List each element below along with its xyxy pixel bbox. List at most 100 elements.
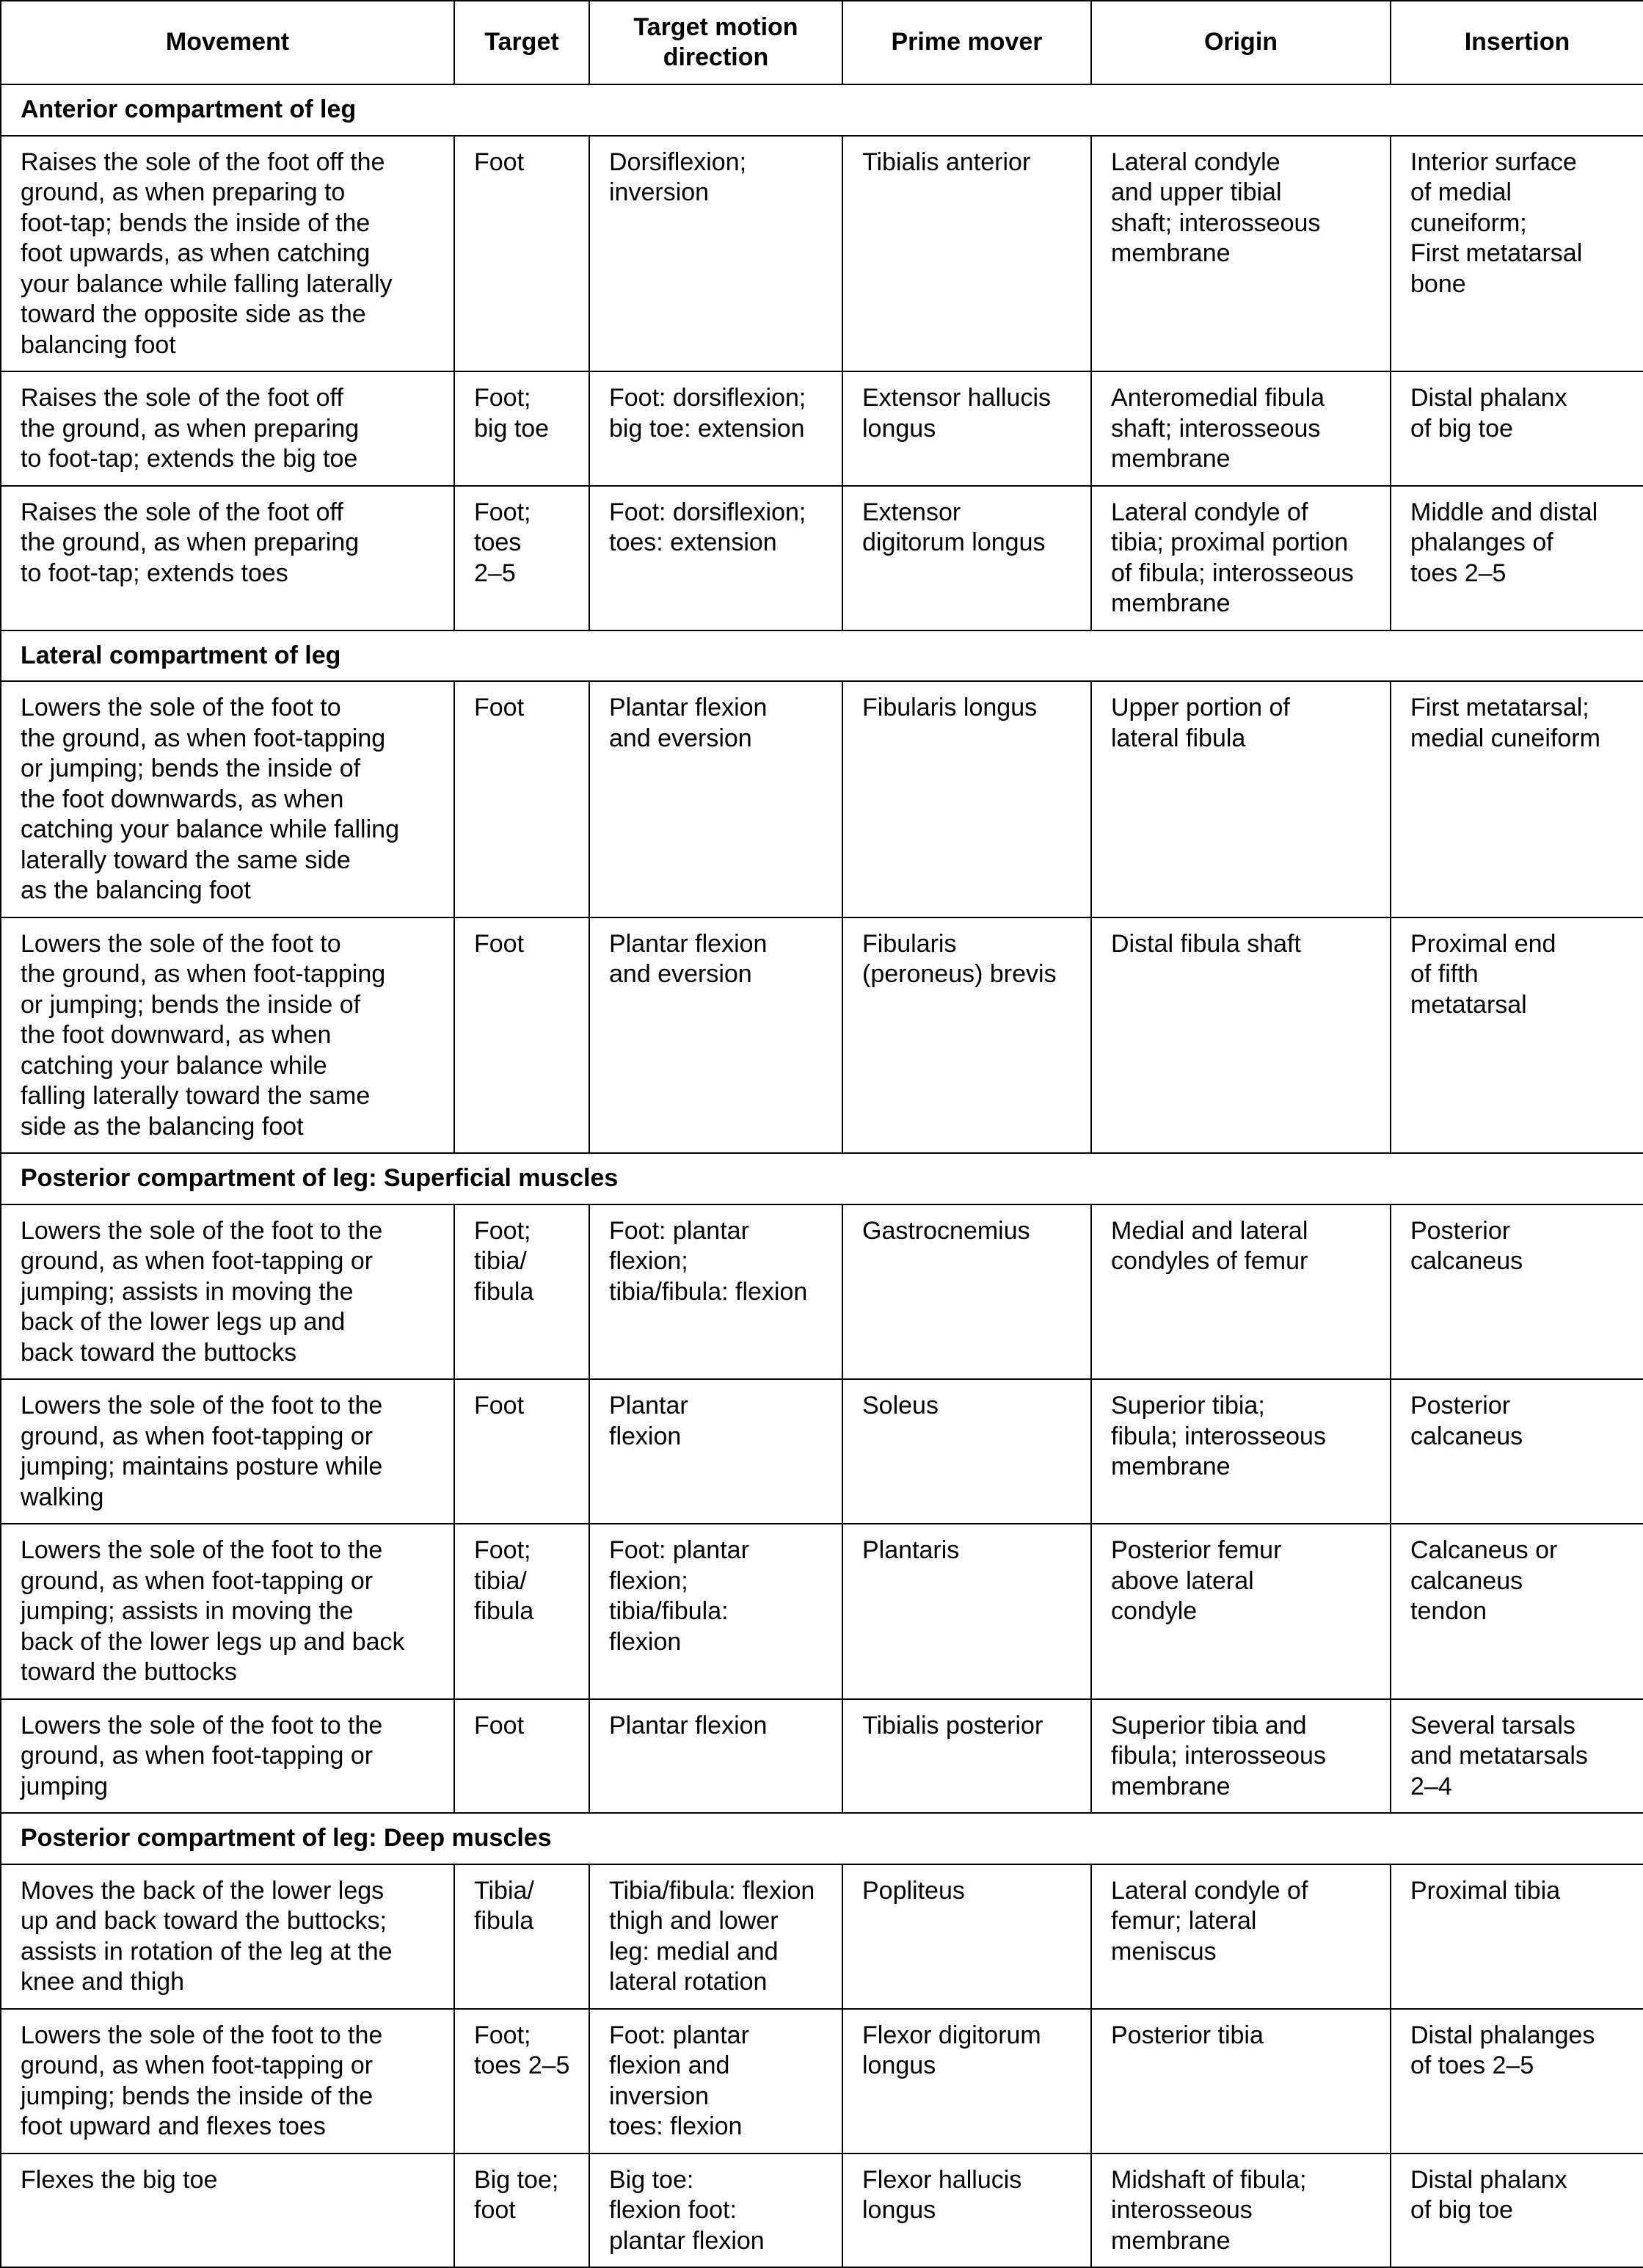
cell-movement: Lowers the sole of the foot to the groun…	[0, 1698, 455, 1814]
section-title: Lateral compartment of leg	[0, 629, 1643, 682]
section-title: Posterior compartment of leg: Superficia…	[0, 1152, 1643, 1205]
cell-target-motion-direction: Big toe: flexion foot: plantar flexion	[589, 2152, 843, 2268]
cell-target: Foot; tibia/ fibula	[453, 1203, 590, 1380]
cell-insertion: Posterior calcaneus	[1390, 1203, 1643, 1380]
cell-target-motion-direction: Foot: dorsiflexion; big toe: extension	[589, 371, 843, 487]
table-row: Lowers the sole of the foot to the groun…	[0, 680, 1643, 918]
cell-insertion: Distal phalanx of big toe	[1390, 371, 1643, 487]
cell-prime-mover: Fibularis (peroneus) brevis	[842, 916, 1092, 1154]
cell-origin: Anteromedial fibula shaft; interosseous …	[1090, 371, 1391, 487]
cell-prime-mover: Gastrocnemius	[842, 1203, 1092, 1380]
cell-target-motion-direction: Foot: plantar flexion; tibia/fibula: fle…	[589, 1523, 843, 1700]
cell-movement: Lowers the sole of the foot to the groun…	[0, 916, 455, 1154]
cell-target: Foot; tibia/ fibula	[453, 1523, 590, 1700]
cell-insertion: Proximal tibia	[1390, 1863, 1643, 2010]
cell-insertion: Interior surface of medial cuneiform; Fi…	[1390, 134, 1643, 372]
cell-target-motion-direction: Plantar flexion	[589, 1698, 843, 1814]
cell-movement: Raises the sole of the foot off the grou…	[0, 371, 455, 487]
cell-origin: Lateral condyle and upper tibial shaft; …	[1090, 134, 1391, 372]
cell-insertion: Distal phalanx of big toe	[1390, 2152, 1643, 2268]
cell-target-motion-direction: Tibia/fibula: flexion thigh and lower le…	[589, 1863, 843, 2010]
cell-movement: Raises the sole of the foot off the grou…	[0, 134, 455, 372]
cell-origin: Superior tibia; fibula; interosseous mem…	[1090, 1378, 1391, 1524]
cell-origin: Lateral condyle of tibia; proximal porti…	[1090, 484, 1391, 631]
cell-movement: Lowers the sole of the foot to the groun…	[0, 680, 455, 918]
cell-target: Tibia/ fibula	[453, 1863, 590, 2010]
table-row: Lowers the sole of the foot to the groun…	[0, 2007, 1643, 2154]
cell-target: Big toe; foot	[453, 2152, 590, 2268]
column-header-target-motion-direction: Target motion direction	[589, 0, 843, 85]
cell-target: Foot	[453, 680, 590, 918]
cell-target: Foot	[453, 1698, 590, 1814]
table-row: Lowers the sole of the foot to the groun…	[0, 916, 1643, 1154]
cell-prime-mover: Flexor hallucis longus	[842, 2152, 1092, 2268]
cell-target-motion-direction: Foot: plantar flexion; tibia/fibula: fle…	[589, 1203, 843, 1380]
table-row: Moves the back of the lower legs up and …	[0, 1863, 1643, 2010]
cell-movement: Lowers the sole of the foot to the groun…	[0, 1378, 455, 1524]
cell-target-motion-direction: Foot: dorsiflexion; toes: extension	[589, 484, 843, 631]
cell-movement: Lowers the sole of the foot to the groun…	[0, 1523, 455, 1700]
cell-target: Foot; toes 2–5	[453, 484, 590, 631]
section-row: Posterior compartment of leg: Superficia…	[0, 1152, 1643, 1205]
section-title: Posterior compartment of leg: Deep muscl…	[0, 1812, 1643, 1865]
cell-prime-mover: Popliteus	[842, 1863, 1092, 2010]
header-row: Movement Target Target motion direction Pri…	[0, 0, 1643, 85]
cell-target-motion-direction: Dorsiflexion; inversion	[589, 134, 843, 372]
cell-prime-mover: Fibularis longus	[842, 680, 1092, 918]
cell-target: Foot	[453, 1378, 590, 1524]
table-row: Raises the sole of the foot off the grou…	[0, 484, 1643, 631]
cell-origin: Midshaft of fibula; interosseous membran…	[1090, 2152, 1391, 2268]
section-row: Lateral compartment of leg	[0, 629, 1643, 682]
cell-origin: Medial and lateral condyles of femur	[1090, 1203, 1391, 1380]
cell-target-motion-direction: Plantar flexion and eversion	[589, 680, 843, 918]
section-row: Posterior compartment of leg: Deep muscl…	[0, 1812, 1643, 1865]
cell-target: Foot; big toe	[453, 371, 590, 487]
table-row: Flexes the big toe Big toe; foot Big toe: …	[0, 2152, 1643, 2268]
cell-origin: Posterior tibia	[1090, 2007, 1391, 2154]
cell-movement: Lowers the sole of the foot to the groun…	[0, 1203, 455, 1380]
cell-target: Foot; toes 2–5	[453, 2007, 590, 2154]
cell-insertion: Several tarsals and metatarsals 2–4	[1390, 1698, 1643, 1814]
cell-prime-mover: Tibialis anterior	[842, 134, 1092, 372]
table-row: Lowers the sole of the foot to the groun…	[0, 1523, 1643, 1700]
column-header-origin: Origin	[1090, 0, 1391, 85]
cell-movement: Flexes the big toe	[0, 2152, 455, 2268]
cell-insertion: Middle and distal phalanges of toes 2–5	[1390, 484, 1643, 631]
table-row: Raises the sole of the foot off the grou…	[0, 371, 1643, 487]
cell-target-motion-direction: Foot: plantar flexion and inversion toes…	[589, 2007, 843, 2154]
table-row: Lowers the sole of the foot to the groun…	[0, 1698, 1643, 1814]
column-header-insertion: Insertion	[1390, 0, 1643, 85]
cell-prime-mover: Plantaris	[842, 1523, 1092, 1700]
column-header-movement: Movement	[0, 0, 455, 85]
cell-prime-mover: Extensor hallucis longus	[842, 371, 1092, 487]
section-title: Anterior compartment of leg	[0, 84, 1643, 137]
table-row: Raises the sole of the foot off the grou…	[0, 134, 1643, 372]
cell-origin: Upper portion of lateral fibula	[1090, 680, 1391, 918]
cell-origin: Superior tibia and fibula; interosseous …	[1090, 1698, 1391, 1814]
cell-prime-mover: Tibialis posterior	[842, 1698, 1092, 1814]
section-row: Anterior compartment of leg	[0, 84, 1643, 137]
cell-insertion: First metatarsal; medial cuneiform	[1390, 680, 1643, 918]
cell-insertion: Posterior calcaneus	[1390, 1378, 1643, 1524]
table-row: Lowers the sole of the foot to the groun…	[0, 1378, 1643, 1524]
cell-origin: Distal fibula shaft	[1090, 916, 1391, 1154]
cell-target-motion-direction: Plantar flexion and eversion	[589, 916, 843, 1154]
cell-origin: Lateral condyle of femur; lateral menisc…	[1090, 1863, 1391, 2010]
cell-origin: Posterior femur above lateral condyle	[1090, 1523, 1391, 1700]
cell-movement: Moves the back of the lower legs up and …	[0, 1863, 455, 2010]
column-header-prime-mover: Prime mover	[842, 0, 1092, 85]
cell-insertion: Proximal end of fifth metatarsal	[1390, 916, 1643, 1154]
cell-movement: Raises the sole of the foot off the grou…	[0, 484, 455, 631]
cell-insertion: Calcaneus or calcaneus tendon	[1390, 1523, 1643, 1700]
table-row: Lowers the sole of the foot to the groun…	[0, 1203, 1643, 1380]
cell-target-motion-direction: Plantar flexion	[589, 1378, 843, 1524]
column-header-target: Target	[453, 0, 590, 85]
cell-movement: Lowers the sole of the foot to the groun…	[0, 2007, 455, 2154]
cell-insertion: Distal phalanges of toes 2–5	[1390, 2007, 1643, 2154]
cell-prime-mover: Soleus	[842, 1378, 1092, 1524]
cell-target: Foot	[453, 134, 590, 372]
cell-target: Foot	[453, 916, 590, 1154]
cell-prime-mover: Flexor digitorum longus	[842, 2007, 1092, 2154]
cell-prime-mover: Extensor digitorum longus	[842, 484, 1092, 631]
